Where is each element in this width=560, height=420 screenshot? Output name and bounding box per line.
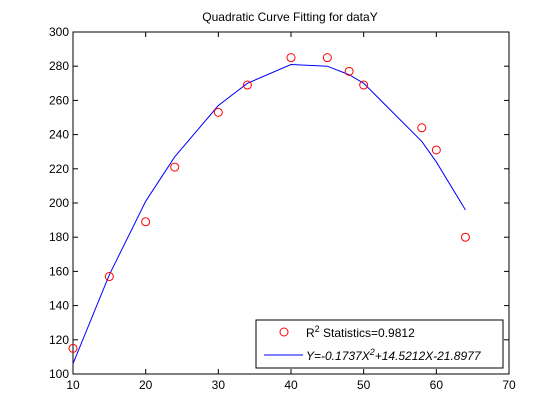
axis-ticks [72,31,510,375]
data-point [322,53,332,63]
y-tick-label: 160 [49,264,69,278]
y-tick-label: 120 [49,333,69,347]
legend: R2 Statistics=0.9812 Y=-0.1737X2+14.5212… [255,319,504,369]
plot-area [72,31,510,375]
legend-equation-text: Y=-0.1737X2+14.5212X-21.8977 [306,347,482,363]
data-point [104,272,114,282]
x-tick-label: 60 [430,378,444,392]
x-tick-label: 50 [357,378,371,392]
x-tick-labels: 10 20 30 40 50 60 70 [66,378,516,392]
y-tick-label: 140 [49,299,69,313]
data-points [68,53,470,353]
data-point [359,80,369,90]
legend-r2-text: R2 Statistics=0.9812 [306,324,415,340]
y-tick-label: 200 [49,196,69,210]
y-tick-labels: 100 120 140 160 180 200 220 240 260 280 300 [49,25,69,381]
x-tick-label: 20 [139,378,153,392]
y-tick-label: 240 [49,128,69,142]
y-tick-label: 260 [49,93,69,107]
data-point [417,123,427,133]
data-point [286,53,296,63]
x-tick-label: 30 [212,378,226,392]
data-point [431,145,441,155]
y-tick-label: 180 [49,230,69,244]
data-point [344,66,354,76]
data-point [460,232,470,242]
data-point [213,107,223,117]
data-point [170,162,180,172]
data-point [242,80,252,90]
y-tick-label: 280 [49,59,69,73]
legend-marker-circle [279,327,289,337]
y-tick-label: 100 [49,367,69,381]
x-tick-label: 40 [284,378,298,392]
data-point [68,343,78,353]
x-tick-label: 70 [502,378,516,392]
y-tick-label: 220 [49,162,69,176]
legend-box [255,319,504,369]
fit-curve-line [72,63,466,364]
data-point [141,217,151,227]
y-tick-label: 300 [49,25,69,39]
chart-title: Quadratic Curve Fitting for dataY [202,10,377,24]
x-tick-label: 10 [66,378,80,392]
